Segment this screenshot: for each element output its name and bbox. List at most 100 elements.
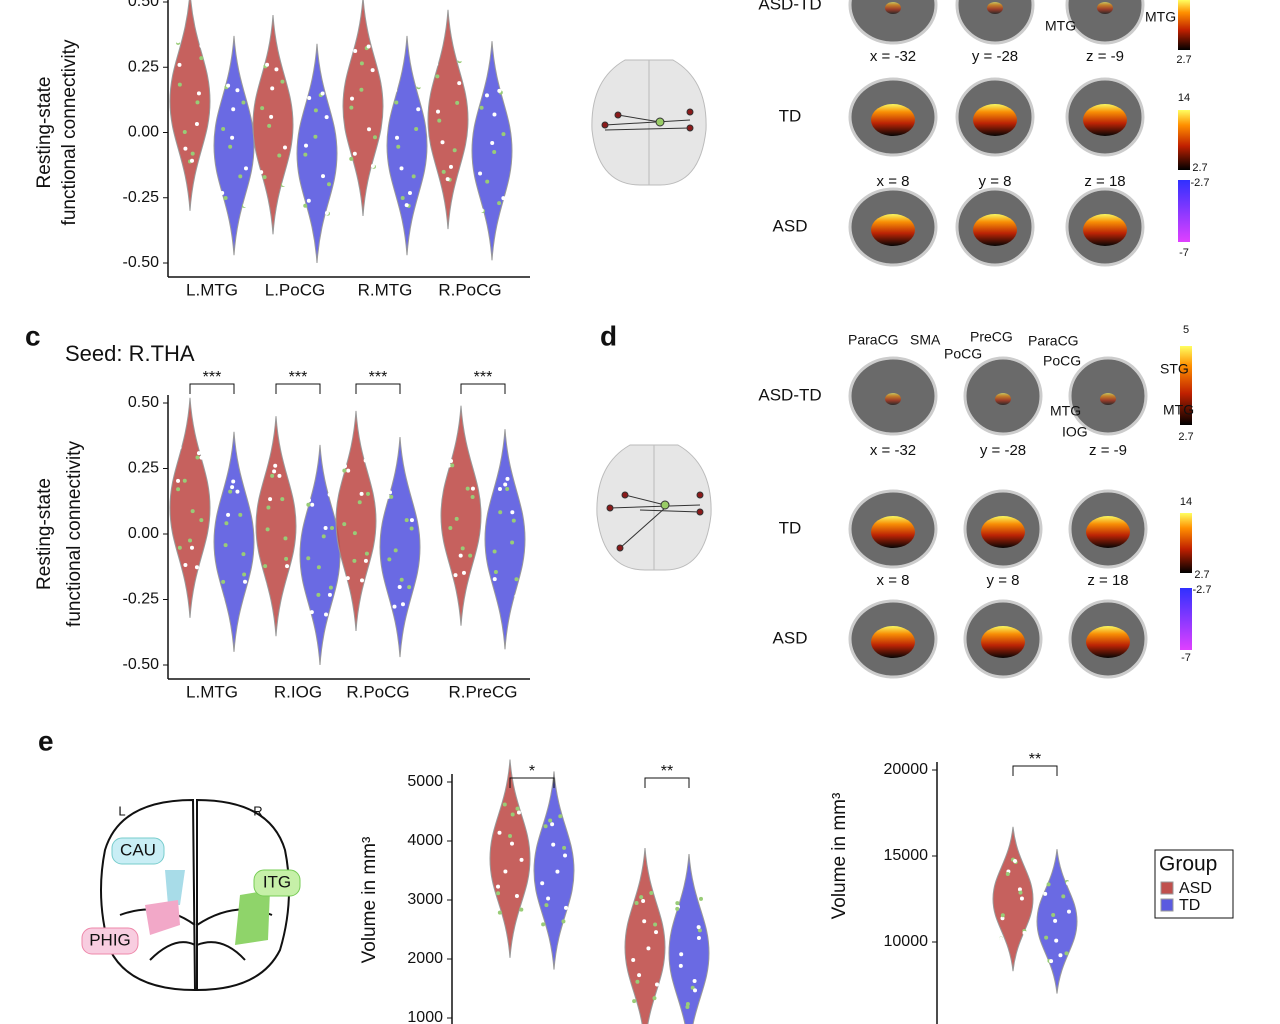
legend-title: Group — [1159, 853, 1217, 876]
brain-activation — [1097, 2, 1113, 14]
y-tick-label: -0.25 — [123, 591, 160, 608]
slice-coordinate: y = -28 — [980, 442, 1026, 459]
jitter-dot — [416, 83, 421, 88]
jitter-dot — [400, 195, 405, 200]
colorbar-label: 14 — [1180, 496, 1192, 508]
jitter-dot — [445, 177, 450, 182]
y-tick-label: 0.00 — [128, 525, 159, 542]
jitter-dot — [497, 201, 502, 206]
jitter-dot — [270, 473, 275, 478]
jitter-dot — [176, 39, 181, 44]
jitter-dot — [563, 853, 568, 858]
jitter-dot — [1046, 882, 1051, 887]
jitter-dot — [511, 518, 516, 523]
jitter-dot — [195, 455, 200, 460]
significance-bracket — [509, 777, 555, 788]
jitter-dot — [491, 596, 496, 601]
colorbar-label: -7 — [1179, 247, 1189, 259]
jitter-dot — [484, 93, 489, 98]
jitter-dot — [502, 802, 507, 807]
significance-bracket — [275, 383, 321, 394]
jitter-dot — [313, 134, 318, 139]
region-label: STG — [1160, 361, 1189, 377]
slice-coordinate: y = 8 — [987, 572, 1020, 589]
jitter-dot — [457, 81, 462, 86]
jitter-dot — [492, 549, 497, 554]
jitter-dot — [654, 982, 659, 987]
jitter-dot — [183, 146, 188, 151]
x-tick-label: R.IOG — [274, 682, 322, 701]
colorbar — [1180, 588, 1192, 650]
slice-coordinate: z = -9 — [1086, 48, 1124, 65]
roi-regions — [81, 837, 301, 955]
brain-activation — [871, 516, 915, 548]
slice-coordinate: x = -32 — [870, 442, 916, 459]
region-label: MTG — [1045, 18, 1076, 34]
jitter-dot — [497, 487, 502, 492]
jitter-dot — [277, 153, 282, 158]
jitter-dot — [1058, 953, 1063, 958]
jitter-dot — [313, 108, 318, 113]
jitter-dot — [696, 925, 701, 930]
y-tick-label: 0.25 — [128, 460, 159, 477]
jitter-dot — [492, 577, 497, 582]
jitter-dot — [260, 106, 265, 111]
violin — [484, 429, 526, 650]
jitter-dot — [646, 946, 651, 951]
jitter-dot — [324, 612, 329, 617]
colorbar-label: 2.7 — [1176, 54, 1191, 66]
jitter-dot — [243, 166, 248, 171]
jitter-dot — [324, 210, 329, 215]
jitter-dot — [679, 952, 684, 957]
colorbar-label: -2.7 — [1193, 584, 1212, 596]
jitter-dot — [470, 453, 475, 458]
jitter-dot — [516, 810, 521, 815]
y-tick-label: -0.50 — [123, 254, 160, 271]
significance-bracket — [644, 777, 690, 788]
violin — [213, 35, 255, 256]
y-tick-label: 3000 — [407, 891, 443, 908]
jitter-dot — [675, 901, 680, 906]
jitter-dot — [546, 896, 551, 901]
region-label: MTG — [1145, 9, 1176, 25]
jitter-dot — [1066, 881, 1071, 886]
jitter-dot — [316, 592, 321, 597]
slice-coordinate: x = 8 — [877, 572, 910, 589]
slice-coordinate: z = -9 — [1089, 442, 1127, 459]
jitter-dot — [280, 79, 285, 84]
y-tick-label: -0.25 — [123, 189, 160, 206]
jitter-dot — [272, 469, 277, 474]
jitter-dot — [454, 516, 459, 521]
jitter-dot — [1053, 918, 1058, 923]
jitter-dot — [637, 973, 642, 978]
jitter-dot — [409, 526, 414, 531]
violin — [533, 771, 575, 970]
jitter-dot — [498, 510, 503, 515]
significance-bracket — [355, 383, 401, 394]
panel-label: d — [600, 320, 617, 351]
violin — [169, 397, 211, 618]
jitter-dot — [470, 486, 475, 491]
jitter-dot — [692, 979, 697, 984]
y-tick-label: 0.50 — [128, 0, 159, 10]
jitter-dot — [490, 141, 495, 146]
brain-activation — [871, 626, 915, 658]
violin — [668, 853, 710, 1024]
jitter-dot — [479, 208, 484, 213]
roi-label: CAU — [120, 840, 156, 859]
jitter-dot — [550, 822, 555, 827]
brain-activation — [987, 2, 1003, 14]
jitter-dot — [555, 869, 560, 874]
brain-activation — [1083, 104, 1127, 136]
x-tick-label: R.PreCG — [449, 682, 518, 701]
y-tick-label: 0.00 — [128, 124, 159, 141]
brain-activation — [1100, 393, 1116, 405]
brain-activation — [981, 516, 1025, 548]
brain-activation — [1083, 214, 1127, 246]
jitter-dot — [238, 512, 243, 517]
jitter-dot — [505, 476, 510, 481]
jitter-dot — [501, 132, 506, 137]
panel-label: e — [38, 725, 54, 756]
x-tick-label: R.PoCG — [438, 280, 501, 299]
y-axis-label: functional connectivity — [59, 39, 80, 225]
